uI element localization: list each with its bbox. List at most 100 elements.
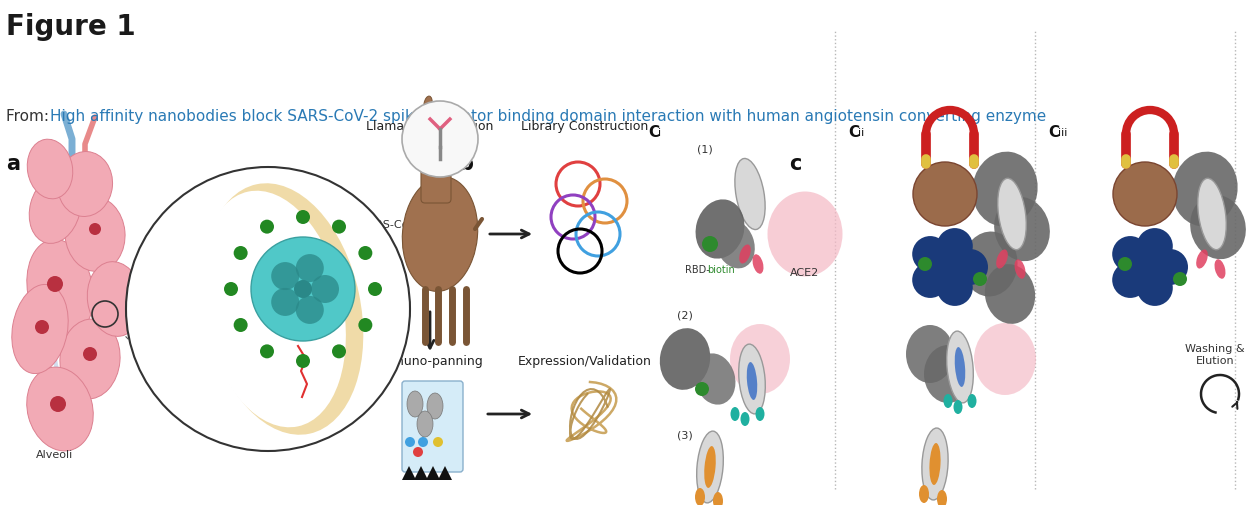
Ellipse shape — [735, 159, 765, 230]
Ellipse shape — [200, 191, 345, 427]
Circle shape — [1113, 163, 1177, 227]
Ellipse shape — [922, 428, 948, 500]
Circle shape — [35, 320, 49, 334]
Circle shape — [1137, 229, 1173, 265]
Circle shape — [294, 280, 311, 298]
Circle shape — [271, 263, 299, 290]
Circle shape — [1113, 263, 1148, 298]
Circle shape — [296, 211, 310, 225]
Text: Alveoli: Alveoli — [36, 449, 74, 459]
Ellipse shape — [65, 197, 126, 272]
Ellipse shape — [423, 97, 432, 113]
Text: C: C — [648, 125, 659, 140]
Ellipse shape — [26, 367, 93, 451]
Circle shape — [296, 296, 324, 324]
Circle shape — [913, 163, 977, 227]
Ellipse shape — [1172, 153, 1237, 227]
Text: i: i — [658, 128, 661, 138]
Circle shape — [260, 220, 274, 234]
Circle shape — [251, 237, 355, 341]
Text: Immuno-panning: Immuno-panning — [377, 355, 484, 367]
Circle shape — [46, 276, 63, 292]
Circle shape — [296, 255, 324, 282]
Ellipse shape — [947, 331, 973, 403]
Circle shape — [89, 224, 100, 235]
Ellipse shape — [715, 220, 755, 269]
Ellipse shape — [973, 323, 1036, 395]
Circle shape — [260, 345, 274, 359]
Ellipse shape — [943, 394, 952, 408]
Text: (2): (2) — [677, 310, 693, 319]
Polygon shape — [426, 466, 440, 480]
Circle shape — [695, 382, 708, 396]
Text: High affinity nanobodies block SARS-CoV-2 spike receptor binding domain interact: High affinity nanobodies block SARS-CoV-… — [50, 109, 1046, 124]
Text: Library Construction: Library Construction — [521, 120, 648, 133]
Text: (3): (3) — [677, 429, 693, 439]
Ellipse shape — [202, 184, 363, 435]
Ellipse shape — [417, 411, 433, 437]
Circle shape — [358, 318, 372, 332]
Circle shape — [368, 282, 382, 296]
Ellipse shape — [60, 320, 121, 399]
Text: From:: From: — [6, 109, 54, 124]
Circle shape — [1135, 256, 1161, 279]
Ellipse shape — [962, 232, 1017, 297]
Ellipse shape — [11, 285, 68, 374]
Text: C: C — [1048, 125, 1059, 140]
Circle shape — [358, 246, 372, 261]
Circle shape — [973, 273, 987, 286]
Ellipse shape — [997, 179, 1026, 250]
Ellipse shape — [756, 407, 765, 421]
Ellipse shape — [996, 250, 1007, 269]
Circle shape — [50, 396, 67, 412]
Circle shape — [234, 246, 247, 261]
Polygon shape — [402, 466, 416, 480]
Text: (1): (1) — [697, 145, 713, 155]
Circle shape — [702, 236, 718, 252]
Circle shape — [1152, 249, 1188, 285]
Ellipse shape — [87, 262, 143, 337]
Ellipse shape — [752, 255, 764, 274]
Ellipse shape — [1015, 260, 1025, 279]
Text: Expression/Validation: Expression/Validation — [517, 355, 652, 367]
Text: SARS-CoV-2: SARS-CoV-2 — [360, 220, 427, 230]
Circle shape — [402, 102, 479, 178]
Polygon shape — [438, 466, 452, 480]
Text: ii: ii — [858, 128, 864, 138]
Ellipse shape — [929, 443, 941, 485]
Ellipse shape — [953, 400, 962, 414]
Ellipse shape — [695, 488, 705, 505]
Circle shape — [918, 258, 932, 272]
FancyBboxPatch shape — [402, 381, 463, 472]
Ellipse shape — [713, 492, 723, 505]
Text: Inhibitory
Candidates: Inhibitory Candidates — [271, 411, 334, 433]
Ellipse shape — [767, 192, 843, 277]
Circle shape — [234, 318, 247, 332]
Ellipse shape — [1196, 250, 1208, 269]
Ellipse shape — [924, 345, 972, 403]
Circle shape — [912, 237, 948, 273]
Text: ACE2: ACE2 — [790, 268, 820, 277]
Circle shape — [936, 256, 960, 279]
Text: Llama Immunization: Llama Immunization — [367, 120, 494, 133]
Ellipse shape — [659, 329, 710, 390]
Text: biotin: biotin — [707, 265, 735, 274]
Ellipse shape — [29, 175, 80, 244]
Circle shape — [433, 437, 443, 447]
Ellipse shape — [730, 324, 790, 394]
Polygon shape — [414, 466, 428, 480]
Circle shape — [332, 220, 345, 234]
Circle shape — [224, 282, 237, 296]
Circle shape — [937, 229, 973, 265]
Circle shape — [271, 288, 299, 316]
FancyBboxPatch shape — [421, 136, 451, 204]
Ellipse shape — [705, 446, 716, 488]
Circle shape — [937, 270, 973, 307]
Circle shape — [413, 447, 423, 457]
Circle shape — [952, 249, 988, 285]
Ellipse shape — [747, 363, 757, 400]
Circle shape — [311, 275, 339, 304]
Ellipse shape — [695, 354, 736, 405]
Ellipse shape — [402, 177, 477, 292]
Text: c: c — [789, 154, 801, 174]
